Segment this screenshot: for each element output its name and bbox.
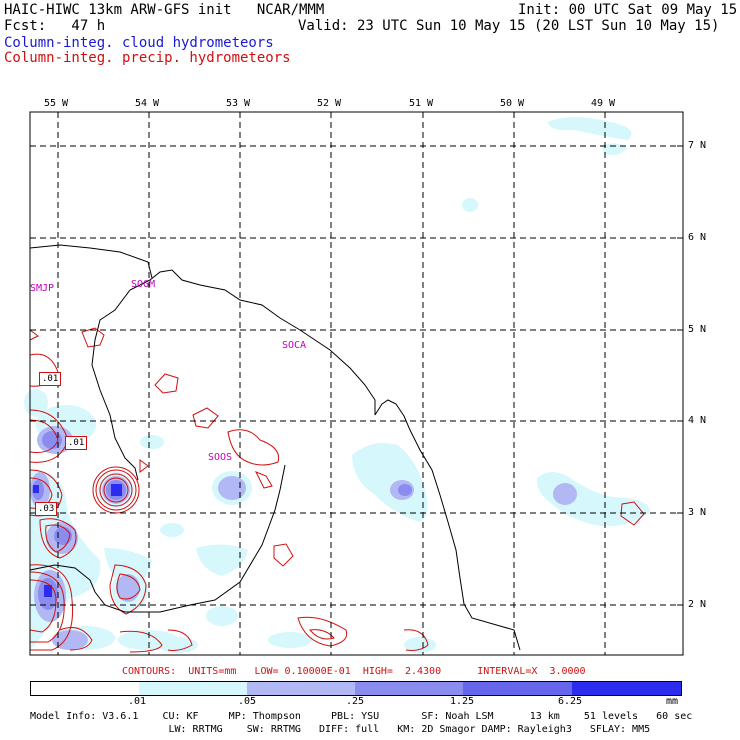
colorbar-tick: 1.25 [450, 696, 475, 707]
lon-label-52w: 52 W [317, 98, 342, 109]
lat-label-5n: 5 N [688, 324, 707, 335]
lat-lon-grid [30, 112, 683, 655]
colorbar-tick: .05 [238, 696, 257, 707]
model-title: HAIC-HIWC 13km ARW-GFS init NCAR/MMM [4, 2, 325, 18]
colorbar-bin [139, 682, 247, 695]
lon-label-51w: 51 W [409, 98, 434, 109]
colorbar-tick: .25 [346, 696, 365, 707]
colorbar [30, 681, 682, 696]
lat-label-2n: 2 N [688, 599, 707, 610]
station-smjp: SMJP [30, 283, 55, 294]
lat-label-3n: 3 N [688, 507, 707, 518]
init-time: Init: 00 UTC Sat 09 May 15 [518, 2, 738, 18]
map-frame [29, 111, 684, 656]
valid-time: Valid: 23 UTC Sun 10 May 15 (20 LST Sun … [298, 18, 720, 34]
model-info-line1: Model Info: V3.6.1 CU: KF MP: Thompson P… [30, 711, 693, 722]
lon-label-49w: 49 W [591, 98, 616, 109]
lon-label-55w: 55 W [44, 98, 69, 109]
colorbar-tick: 6.25 [558, 696, 583, 707]
colorbar-bin [572, 682, 681, 695]
colorbar-bin [247, 682, 355, 695]
forecast-hour: Fcst: 47 h [4, 18, 106, 34]
lat-label-7n: 7 N [688, 140, 707, 151]
station-soos: SOOS [208, 452, 233, 463]
colorbar-bin [31, 682, 139, 695]
contour-label: .01 [39, 372, 62, 386]
lon-label-54w: 54 W [135, 98, 160, 109]
coastline [29, 244, 521, 651]
colorbar-tick: .01 [128, 696, 147, 707]
legend-precip: Column-integ. precip. hydrometeors [4, 50, 291, 66]
station-soca: SOCA [282, 340, 307, 351]
lon-label-53w: 53 W [226, 98, 251, 109]
colorbar-units: mm [666, 696, 679, 707]
contour-label: .01 [65, 436, 88, 450]
colorbar-bin [355, 682, 463, 695]
colorbar-bin [463, 682, 572, 695]
cloud-fill-mid [30, 426, 577, 650]
station-sogm: SOGM [131, 279, 156, 290]
cloud-fill-peak [33, 484, 122, 597]
model-info-line2: LW: RRTMG SW: RRTMG DIFF: full KM: 2D Sm… [30, 724, 651, 735]
contour-info: CONTOURS: UNITS=mm LOW= 0.10000E-01 HIGH… [122, 666, 586, 677]
axis-ticks [57, 112, 683, 606]
legend-cloud: Column-integ. cloud hydrometeors [4, 35, 274, 51]
contour-label: .03 [35, 502, 58, 516]
cloud-fill [24, 117, 650, 653]
lat-label-4n: 4 N [688, 415, 707, 426]
lat-label-6n: 6 N [688, 232, 707, 243]
lon-label-50w: 50 W [500, 98, 525, 109]
